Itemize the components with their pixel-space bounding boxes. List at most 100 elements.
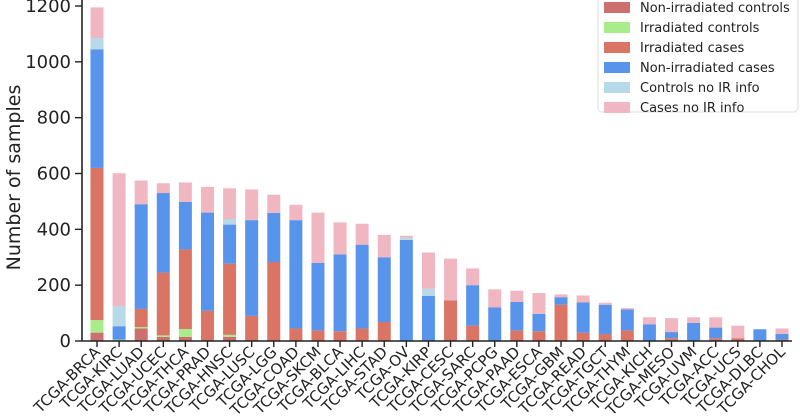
bar-segment xyxy=(178,329,192,337)
bar-segment xyxy=(731,325,745,339)
bar-segment xyxy=(156,335,170,337)
bar-segment xyxy=(510,290,524,302)
bar-segment xyxy=(112,173,126,307)
legend-frame xyxy=(597,0,799,113)
bar-segment xyxy=(223,219,237,225)
bar-segment xyxy=(333,254,347,332)
bar-segment xyxy=(466,325,480,341)
bar-segment xyxy=(665,338,679,341)
bar-segment xyxy=(709,338,723,341)
y-tick-label: 1000 xyxy=(25,52,71,73)
legend-label: Non-irradiated cases xyxy=(640,61,775,76)
bar-segment xyxy=(466,285,480,326)
bar-segment xyxy=(598,304,612,335)
bar-segment xyxy=(709,317,723,328)
bar-segment xyxy=(753,329,767,341)
bar-segment xyxy=(444,300,458,341)
bar-segment xyxy=(554,304,568,341)
bar-segment xyxy=(333,222,347,255)
bar-segment xyxy=(200,310,214,341)
bar-segment xyxy=(576,332,590,342)
y-tick-label: 600 xyxy=(37,164,71,185)
bar-segment xyxy=(642,324,656,341)
bar-segment xyxy=(134,204,148,309)
bar-segment xyxy=(399,237,413,240)
bar-segment xyxy=(311,212,325,263)
bar-segment xyxy=(178,182,192,202)
bar-segment xyxy=(289,204,303,221)
bar-segment xyxy=(112,326,126,340)
legend-swatch xyxy=(604,2,630,13)
bar-segment xyxy=(510,330,524,341)
bar-segment xyxy=(267,194,281,213)
bar-segment xyxy=(488,307,502,341)
y-tick-label: 200 xyxy=(37,275,71,296)
bar-segment xyxy=(223,336,237,341)
bar-segment xyxy=(311,330,325,341)
legend-label: Irradiated controls xyxy=(640,21,760,36)
bar-segment xyxy=(731,338,745,341)
bar-segment xyxy=(245,315,259,342)
bar-segment xyxy=(90,320,104,333)
bar-segment xyxy=(90,38,104,50)
bar-segment xyxy=(245,189,259,221)
bar-segment xyxy=(532,331,546,341)
bar-segment xyxy=(134,328,148,341)
legend-swatch xyxy=(604,42,630,53)
bar-segment xyxy=(178,201,192,250)
legend: Non-irradiated controls Irradiated contro… xyxy=(597,0,799,116)
bar-segment xyxy=(289,220,303,329)
bar-segment xyxy=(355,328,369,341)
bar-segment xyxy=(156,193,170,273)
bar-segment xyxy=(510,301,524,331)
bar-segment xyxy=(377,322,391,341)
bar-segment xyxy=(156,272,170,336)
bar-segment xyxy=(554,294,568,298)
bar-segment xyxy=(709,327,723,339)
bar-segment xyxy=(223,334,237,337)
bar-segment xyxy=(620,308,634,310)
bar-segment xyxy=(775,328,789,335)
bar-segment xyxy=(200,186,214,213)
legend-label: Controls no IR info xyxy=(640,81,760,96)
bar-segment xyxy=(355,223,369,245)
legend-swatch xyxy=(604,22,630,33)
bar-segment xyxy=(421,295,435,341)
bar-segment xyxy=(90,167,104,321)
legend-label: Irradiated cases xyxy=(640,41,744,56)
bar-segment xyxy=(223,188,237,220)
bar-segment xyxy=(112,306,126,327)
bar-segment xyxy=(775,334,789,340)
bars-layer xyxy=(90,7,789,342)
bar-segment xyxy=(665,332,679,339)
bar-segment xyxy=(687,317,701,323)
bar-segment xyxy=(399,235,413,238)
bar-segment xyxy=(223,263,237,335)
bar-segment xyxy=(576,295,590,303)
legend-label: Non-irradiated controls xyxy=(640,1,790,16)
bar-segment xyxy=(532,313,546,332)
bar-segment xyxy=(554,297,568,305)
bar-segment xyxy=(90,332,104,342)
bar-segment xyxy=(488,289,502,308)
bar-segment xyxy=(200,212,214,311)
bar-segment xyxy=(665,318,679,333)
y-tick-label: 400 xyxy=(37,219,71,240)
bar-segment xyxy=(620,330,634,341)
bar-segment xyxy=(223,224,237,264)
bar-segment xyxy=(245,220,259,316)
bar-segment xyxy=(598,334,612,341)
bar-segment xyxy=(532,292,546,314)
bar-segment xyxy=(642,317,656,325)
bar-segment xyxy=(311,262,325,331)
bar-segment xyxy=(421,252,435,289)
bar-segment xyxy=(134,180,148,205)
legend-label: Cases no IR info xyxy=(640,101,744,116)
bar-segment xyxy=(134,308,148,328)
bar-segment xyxy=(377,257,391,323)
y-tick-label: 1200 xyxy=(25,0,71,17)
y-tick-label: 0 xyxy=(60,331,71,352)
bar-segment xyxy=(178,336,192,341)
legend-swatch xyxy=(604,82,630,93)
